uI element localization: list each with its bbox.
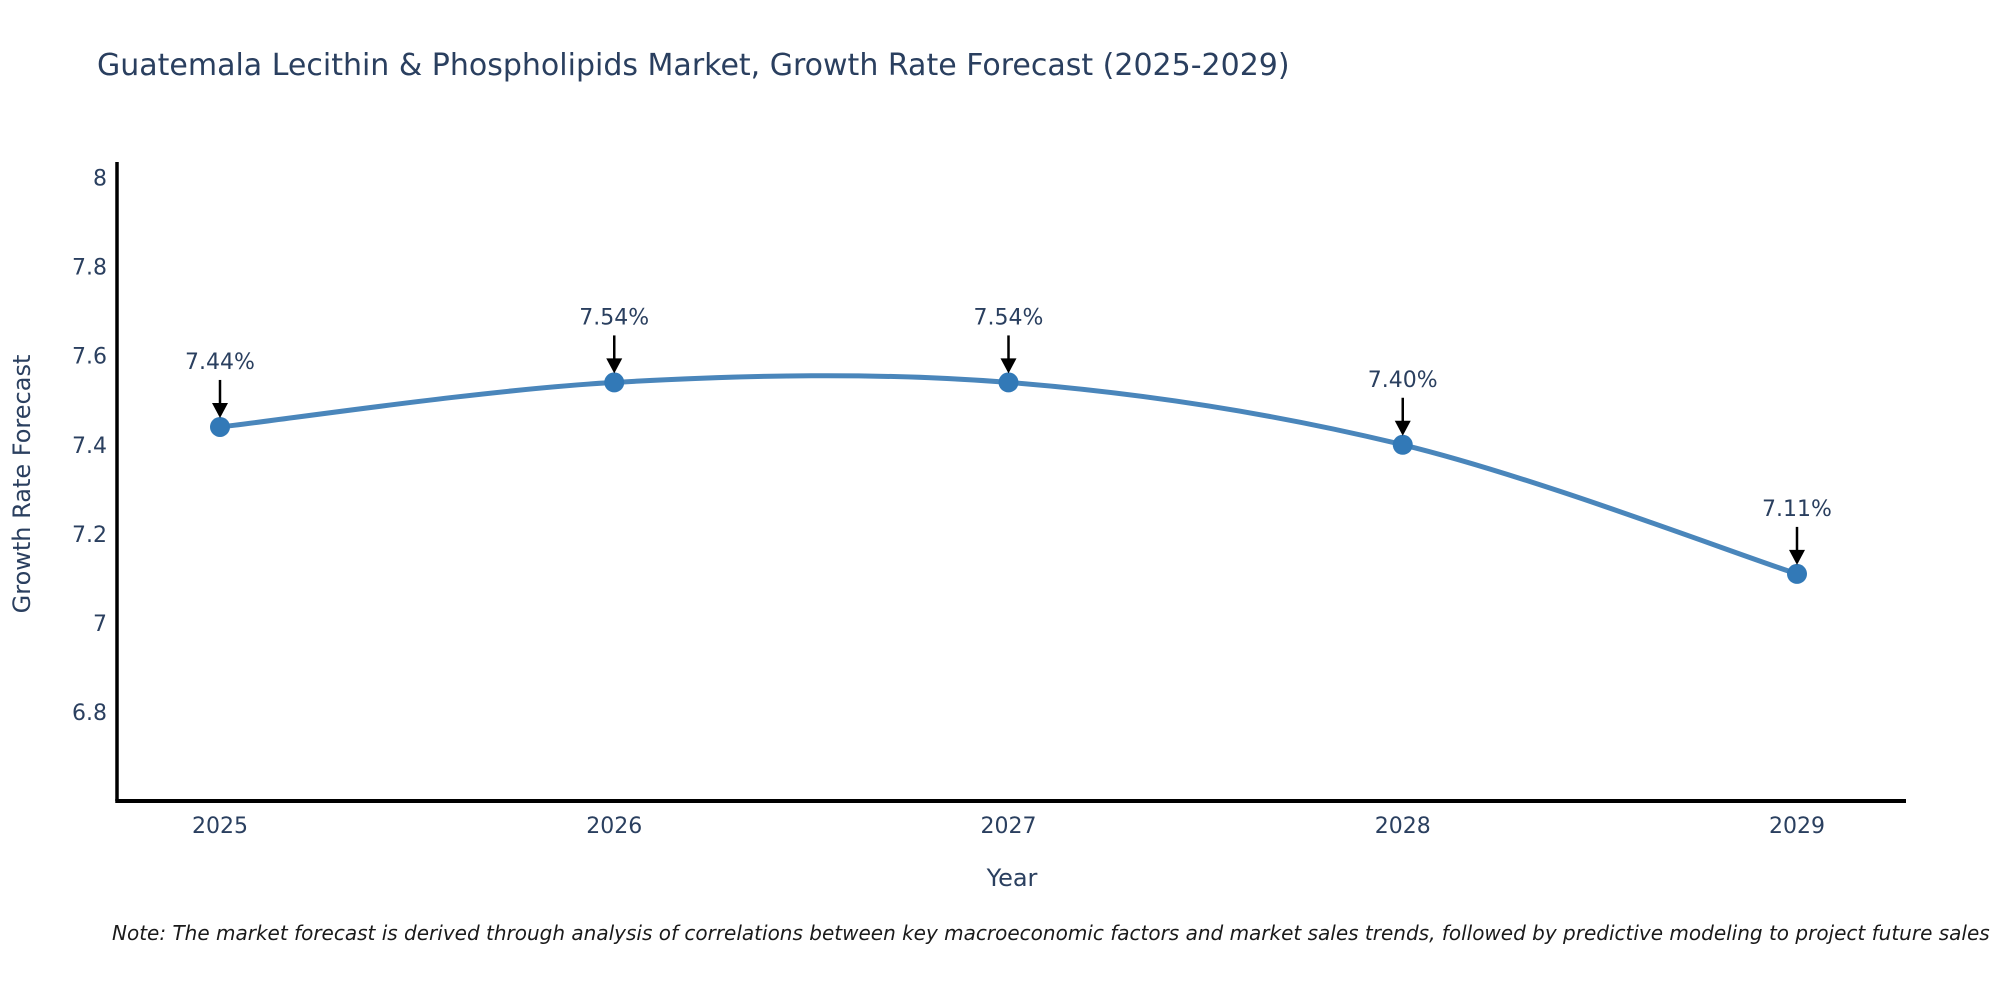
point-value-label: 7.54%	[974, 305, 1044, 330]
annotation-arrowhead-icon	[212, 402, 228, 418]
point-value-label: 7.40%	[1368, 368, 1438, 393]
point-value-label: 7.11%	[1762, 497, 1832, 522]
data-point-marker	[604, 372, 625, 393]
x-tick-label: 2029	[1769, 814, 1825, 839]
x-tick-label: 2027	[981, 814, 1037, 839]
x-tick-label: 2026	[586, 814, 642, 839]
y-tick-label: 8	[93, 167, 107, 192]
data-point-marker	[1787, 563, 1807, 584]
x-tick-label: 2028	[1375, 814, 1431, 839]
footnote: Note: The market forecast is derived thr…	[112, 921, 1990, 945]
x-axis-title: Year	[986, 864, 1038, 892]
data-point-marker	[998, 372, 1019, 393]
y-tick-label: 7.2	[72, 523, 107, 548]
annotation-arrowhead-icon	[606, 358, 623, 374]
y-tick-label: 7.6	[72, 345, 107, 370]
data-point-marker	[210, 416, 230, 437]
y-tick-label: 6.8	[72, 701, 107, 726]
data-point-marker	[1392, 434, 1413, 455]
annotation-arrowhead-icon	[1394, 420, 1411, 436]
x-tick-label: 2025	[192, 814, 248, 839]
annotation-arrowhead-icon	[1789, 549, 1805, 565]
point-value-label: 7.44%	[185, 350, 255, 375]
y-tick-label: 7	[93, 612, 107, 637]
y-axis-title: Growth Rate Forecast	[8, 354, 36, 614]
annotation-arrowhead-icon	[1000, 358, 1017, 374]
trend-line	[217, 373, 1800, 577]
y-tick-label: 7.8	[72, 256, 107, 281]
point-value-label: 7.54%	[579, 305, 649, 330]
chart-title: Guatemala Lecithin & Phospholipids Marke…	[97, 48, 1290, 83]
y-tick-label: 7.4	[72, 434, 107, 459]
